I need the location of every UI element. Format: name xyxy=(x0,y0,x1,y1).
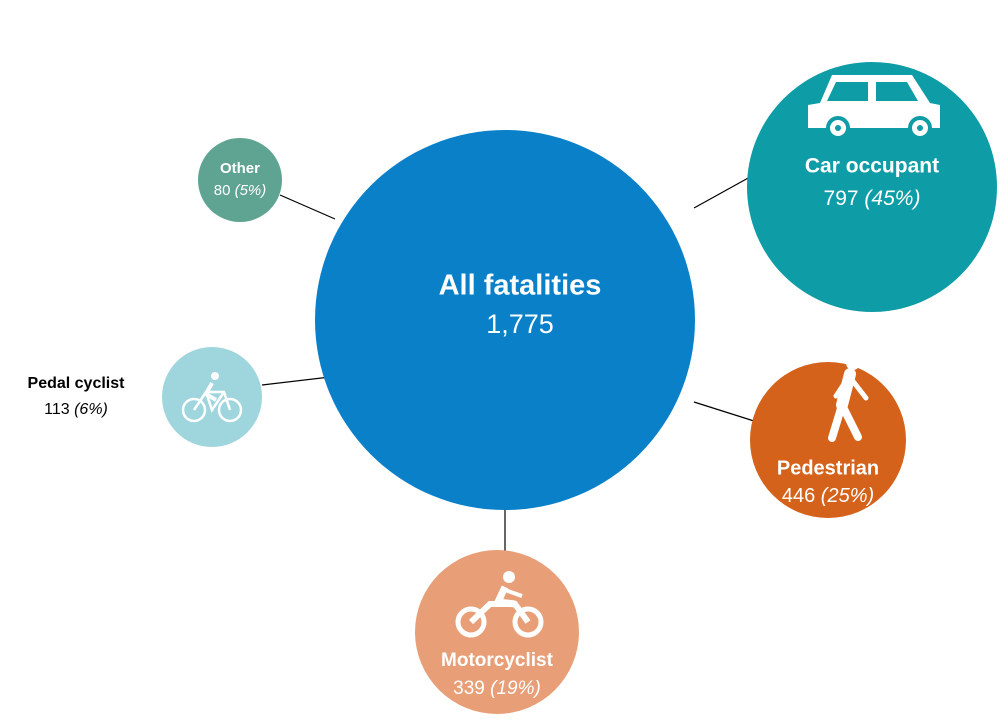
value: 797 xyxy=(824,187,859,210)
node-label: Pedal cyclist xyxy=(28,375,126,392)
node-label: Car occupant xyxy=(805,155,939,178)
value: 80 xyxy=(214,182,231,199)
node-value: 339 (19%) xyxy=(453,678,541,699)
share: (6%) xyxy=(74,401,108,418)
node-label: Pedestrian xyxy=(777,457,879,479)
pedestrian-icon xyxy=(828,356,869,442)
center-circle xyxy=(315,130,695,510)
value: 113 xyxy=(44,401,70,418)
motorcycle-icon xyxy=(455,571,544,638)
node-value: 446 (25%) xyxy=(782,485,874,507)
node-value: 113 (6%) xyxy=(44,401,108,418)
share: (45%) xyxy=(864,187,920,210)
link xyxy=(279,194,336,220)
node-value: 797 (45%) xyxy=(824,187,921,210)
value: 339 xyxy=(453,678,485,699)
value: 446 xyxy=(782,485,815,507)
share: (19%) xyxy=(490,678,541,699)
share: (25%) xyxy=(821,485,874,507)
node-circle xyxy=(198,138,282,222)
node-value: 80 (5%) xyxy=(214,182,267,199)
link xyxy=(693,176,751,209)
link xyxy=(261,376,331,386)
link xyxy=(693,401,755,422)
node-label: Other xyxy=(220,160,260,177)
center-label: All fatalities xyxy=(439,270,602,302)
node-label: Motorcyclist xyxy=(441,650,554,671)
center-value: 1,775 xyxy=(486,309,554,339)
share: (5%) xyxy=(235,182,267,199)
node-circle xyxy=(415,550,579,714)
car-icon xyxy=(808,75,940,140)
node-circle xyxy=(750,362,906,518)
bicycle-icon xyxy=(181,372,243,423)
